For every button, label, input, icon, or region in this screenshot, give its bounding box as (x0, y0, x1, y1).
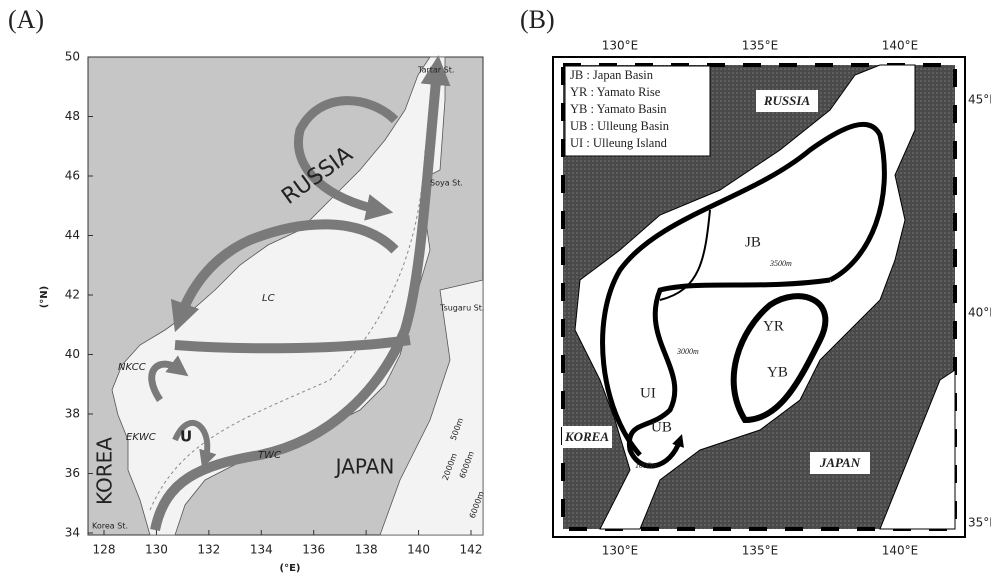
y-tick-label: 35°N (968, 516, 991, 530)
y-tick-label: 44 (65, 228, 80, 242)
y-tick-label: 48 (65, 109, 80, 123)
place-label: JAPAN (334, 455, 395, 479)
label-box (756, 90, 818, 112)
y-tick-label: 46 (65, 169, 80, 183)
strait-label: Tsugaru St. (439, 304, 484, 313)
x-tick-label: 140°E (882, 544, 919, 558)
y-tick-label: 36 (65, 466, 80, 480)
axis-ticks: 128 130 132 134 136 138 140 142 34 36 38 40 42 44 46 48… (65, 50, 483, 557)
x-tick-label: 130°E (602, 39, 639, 53)
legend-entry: JB : Japan Basin (570, 68, 654, 82)
eddy-arrow (148, 355, 189, 402)
depth-label: 1000m (635, 461, 657, 470)
map-a: RUSSIA KOREA JAPAN LC NKCC EKWC U TWC Ta… (87, 55, 486, 536)
y-tick-label: 42 (65, 288, 80, 302)
current-label: NKCC (118, 362, 146, 373)
place-label: JAPAN (819, 455, 861, 470)
y-tick-label: 38 (65, 407, 80, 421)
current-arrow (150, 55, 451, 532)
axis-label: (°E) (280, 563, 301, 574)
feature-label: UI (640, 385, 656, 401)
x-tick-label: 136 (302, 543, 325, 557)
feature-label: YB (767, 364, 788, 380)
panel-label: (B) (520, 5, 555, 34)
ocean (879, 369, 956, 530)
feature-label: UB (651, 419, 672, 435)
strait-label: Soya St. (430, 179, 463, 188)
label-box (810, 452, 870, 474)
axis-label: (°N) (39, 286, 50, 309)
circulation-loop (626, 277, 831, 469)
label-box (562, 426, 612, 448)
x-tick-label: 135°E (742, 39, 779, 53)
legend-entry: YB : Yamato Basin (570, 102, 667, 116)
current-arrow (294, 96, 399, 221)
x-tick-label: 134 (250, 543, 273, 557)
place-label: KOREA (564, 429, 609, 444)
legend-entry: YR : Yamato Rise (570, 85, 661, 99)
circulation-loop (600, 121, 887, 457)
legend (564, 65, 711, 157)
x-tick-label: 138 (355, 543, 378, 557)
place-label: RUSSIA (763, 93, 811, 108)
circulation-branch (659, 209, 711, 301)
legend-entry: UI : Ulleung Island (570, 136, 668, 150)
x-tick-label: 130 (145, 543, 168, 557)
feature-label: YR (763, 318, 784, 334)
x-tick-label: 128 (93, 543, 116, 557)
feature-label: JB (745, 234, 761, 250)
x-tick-label: 132 (197, 543, 220, 557)
current-label: LC (262, 293, 275, 304)
current-label: TWC (258, 450, 281, 461)
eddy-arrow (172, 420, 217, 469)
map-b: JB : Japan Basin YR : Yamato Rise YB : Y… (552, 56, 966, 538)
place-label: KOREA (93, 437, 117, 505)
legend-entry: UB : Ulleung Basin (570, 119, 670, 133)
circulation-loop (730, 293, 829, 424)
y-tick-label: 34 (65, 526, 80, 540)
depth-label: 3500m (769, 259, 792, 268)
panel-label: (A) (8, 5, 44, 34)
x-tick-label: 130°E (602, 544, 639, 558)
y-tick-label: 45°N (968, 93, 991, 107)
sea (574, 64, 916, 530)
x-tick-label: 140 (407, 543, 430, 557)
x-tick-label: 135°E (742, 544, 779, 558)
strait-label: Tartar St. (417, 66, 454, 75)
ocean (379, 279, 484, 536)
y-tick-label: 50 (65, 50, 80, 64)
isobath (149, 149, 426, 511)
strait-label: Korea St. (92, 522, 128, 531)
x-tick-label: 140°E (882, 39, 919, 53)
depth-label: 3000m (676, 347, 699, 356)
current-label: U (180, 428, 192, 446)
x-tick-label: 142 (460, 543, 483, 557)
y-tick-label: 40 (65, 347, 80, 361)
current-arrow (174, 335, 411, 354)
current-label: EKWC (126, 432, 156, 443)
current-arrow (170, 219, 399, 333)
y-tick-label: 40°N (968, 306, 991, 320)
